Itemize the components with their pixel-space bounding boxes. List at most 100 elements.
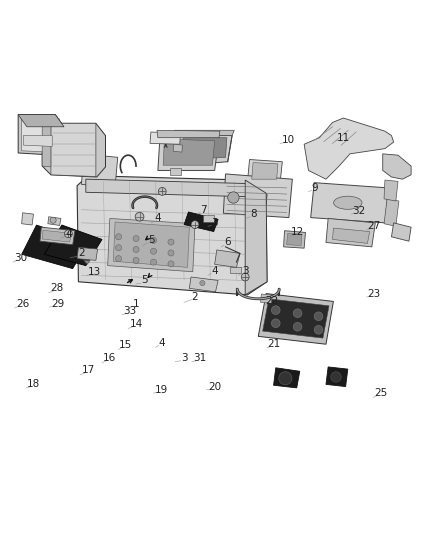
Polygon shape: [326, 367, 348, 386]
Text: 9: 9: [312, 183, 318, 193]
Polygon shape: [48, 217, 61, 225]
Polygon shape: [383, 154, 411, 179]
Polygon shape: [84, 261, 90, 264]
Text: 13: 13: [88, 266, 101, 277]
Polygon shape: [77, 247, 98, 261]
Circle shape: [116, 245, 122, 251]
Polygon shape: [274, 368, 300, 388]
Polygon shape: [42, 230, 71, 242]
Circle shape: [279, 372, 292, 385]
Polygon shape: [284, 231, 305, 248]
Polygon shape: [77, 176, 267, 295]
Polygon shape: [40, 227, 75, 245]
Polygon shape: [86, 179, 267, 205]
Text: 23: 23: [367, 288, 381, 298]
Polygon shape: [174, 130, 234, 135]
Text: 2: 2: [192, 292, 198, 302]
Text: 4: 4: [65, 229, 72, 239]
Polygon shape: [158, 135, 219, 171]
Circle shape: [116, 256, 122, 262]
Text: 32: 32: [352, 206, 365, 216]
Polygon shape: [21, 213, 33, 225]
Polygon shape: [304, 118, 394, 179]
Circle shape: [116, 234, 122, 240]
Circle shape: [314, 312, 323, 321]
Circle shape: [200, 280, 205, 286]
Text: 27: 27: [367, 221, 381, 231]
Polygon shape: [245, 180, 267, 295]
Polygon shape: [173, 144, 182, 152]
Text: 8: 8: [251, 209, 257, 219]
Text: 3: 3: [181, 353, 187, 363]
Circle shape: [133, 236, 139, 241]
Polygon shape: [392, 223, 411, 241]
Text: 28: 28: [50, 284, 63, 293]
Polygon shape: [252, 163, 278, 179]
Text: 29: 29: [51, 298, 64, 309]
Polygon shape: [175, 135, 232, 166]
Circle shape: [272, 306, 280, 314]
Text: 22: 22: [265, 296, 278, 306]
Text: 4: 4: [211, 266, 218, 276]
Text: 16: 16: [103, 353, 117, 363]
Circle shape: [331, 372, 341, 382]
Polygon shape: [157, 130, 220, 138]
Polygon shape: [287, 233, 302, 246]
Polygon shape: [21, 117, 60, 152]
Ellipse shape: [334, 196, 362, 209]
Circle shape: [293, 322, 302, 331]
Circle shape: [241, 273, 249, 281]
Text: 25: 25: [374, 388, 387, 398]
Text: 4: 4: [159, 338, 166, 348]
Circle shape: [228, 192, 239, 203]
Circle shape: [133, 246, 139, 253]
Text: 19: 19: [155, 385, 168, 394]
Polygon shape: [203, 215, 214, 222]
Circle shape: [64, 230, 72, 238]
Polygon shape: [326, 219, 375, 247]
Text: 20: 20: [208, 382, 221, 392]
Polygon shape: [170, 168, 180, 175]
Circle shape: [314, 326, 323, 334]
Polygon shape: [215, 250, 240, 268]
Polygon shape: [163, 139, 215, 165]
Text: 1: 1: [133, 298, 139, 309]
Polygon shape: [51, 123, 96, 176]
Text: 11: 11: [337, 133, 350, 143]
Polygon shape: [261, 294, 272, 303]
Circle shape: [272, 319, 280, 328]
Polygon shape: [184, 212, 218, 231]
Circle shape: [133, 257, 139, 263]
Polygon shape: [258, 294, 333, 344]
Polygon shape: [23, 135, 52, 147]
Circle shape: [150, 248, 156, 254]
Text: 2: 2: [78, 248, 85, 259]
Polygon shape: [18, 115, 64, 127]
Polygon shape: [108, 219, 195, 272]
Polygon shape: [21, 225, 88, 269]
Circle shape: [158, 188, 166, 195]
Circle shape: [150, 237, 156, 244]
Text: 18: 18: [27, 379, 40, 390]
Circle shape: [135, 212, 144, 221]
Text: 3: 3: [211, 218, 218, 228]
Text: 21: 21: [267, 339, 280, 349]
Polygon shape: [384, 180, 398, 201]
Text: 31: 31: [193, 353, 206, 363]
Circle shape: [293, 309, 302, 318]
Circle shape: [191, 221, 199, 229]
Circle shape: [168, 239, 174, 245]
Circle shape: [50, 217, 56, 223]
Polygon shape: [150, 132, 180, 144]
Text: 17: 17: [81, 366, 95, 375]
Text: 5: 5: [141, 276, 148, 286]
Circle shape: [168, 250, 174, 256]
Polygon shape: [113, 222, 189, 268]
Circle shape: [150, 259, 156, 265]
Text: 4: 4: [155, 214, 161, 223]
Polygon shape: [332, 228, 370, 244]
Polygon shape: [42, 123, 106, 177]
Polygon shape: [81, 154, 118, 187]
Text: 5: 5: [148, 235, 155, 245]
Polygon shape: [247, 159, 283, 183]
